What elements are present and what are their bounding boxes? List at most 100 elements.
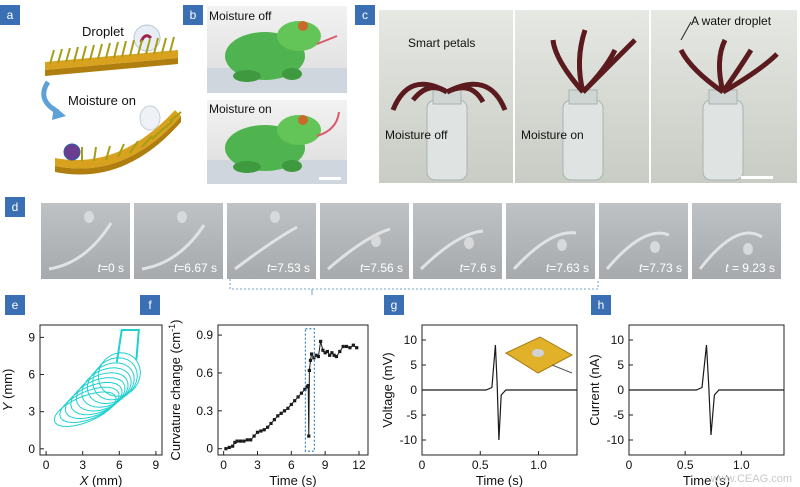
y-tick-label: 6 (28, 368, 35, 382)
water-droplet-label: A water droplet (691, 14, 772, 28)
x-axis-label: Time (s) (269, 473, 316, 487)
petals-bottle-icon (550, 29, 637, 181)
curvature-point (227, 445, 231, 450)
trajectory-loop (86, 362, 135, 405)
curvature-point (286, 406, 290, 410)
strip-droplet-icon (605, 231, 670, 270)
y-tick-label: 9 (28, 330, 35, 344)
curvature-point (325, 349, 329, 354)
panel-e-tag: e (5, 295, 25, 315)
scale-bar (319, 177, 341, 180)
curvature-point (296, 395, 300, 399)
panel-e: e 0 3 6 9 0 3 6 9 X (mm) Y (mm) (0, 295, 170, 487)
y-tick-label: 3 (28, 405, 35, 419)
time-variable: t (97, 261, 101, 275)
x-tick-label: 9 (322, 458, 329, 472)
curvature-point (328, 353, 332, 357)
curvature-point (338, 349, 342, 354)
curvature-point (344, 344, 349, 349)
curvature-point (231, 444, 235, 448)
time-value: =0 s (100, 261, 124, 275)
y-axis-label: Voltage (mV) (380, 352, 395, 427)
curvature-point (332, 353, 336, 357)
smart-petals-label: Smart petals (408, 36, 476, 50)
time-lapse-strip: t=0 s t=6.67 s t=7.53 s t=7.56 s t=7.6 s t=7.… (41, 203, 797, 279)
current-chart: 0 0.5 1.0 -10 -5 0 5 10 Time (s) Current (nA) (587, 324, 785, 487)
frog-photo-moisture-on (207, 100, 347, 184)
time-variable: t (459, 261, 463, 275)
curvature-point (238, 439, 243, 443)
curvature-point (276, 414, 280, 418)
voltage-chart: 0 0.5 1.0 -10 -5 0 5 10 Time (s) Voltage (mV) (380, 324, 578, 487)
curvature-point (233, 440, 237, 444)
curvature-chart: 0 3 6 9 12 0 0.3 0.6 0.9 Time (s) Curvature change… (167, 320, 369, 487)
moisture-actuator-illustration (41, 24, 182, 175)
time-lapse-frame: t=6.67 s (134, 203, 223, 279)
plot-frame (217, 324, 369, 456)
trajectory-loop (92, 357, 138, 401)
time-variable: t (173, 261, 178, 275)
curvature-point (245, 438, 249, 442)
curvature-point (348, 346, 352, 350)
time-lapse-frame: t=7.53 s (227, 203, 316, 279)
trajectory-loop (97, 352, 141, 397)
time-variable: t (545, 261, 550, 275)
curvature-point (259, 429, 263, 433)
moisture-on-label: Moisture on (68, 93, 136, 108)
time-lapse-frame: t=7.56 s (320, 203, 409, 279)
curvature-point (266, 425, 270, 429)
device-inset-icon (504, 336, 574, 374)
petals-photo-droplet (651, 10, 797, 183)
curvature-point (224, 447, 228, 451)
frog-photo-moisture-off (207, 6, 347, 93)
time-lapse-frame: t = 9.23 s (692, 203, 781, 279)
curvature-point (312, 356, 316, 360)
x-tick-label: 6 (288, 458, 295, 472)
plot-frame (39, 324, 163, 456)
scale-bar (741, 176, 773, 179)
curvature-point (279, 411, 283, 415)
moisture-on-label: Moisture on (209, 102, 272, 116)
x-tick-label: 0.5 (677, 458, 694, 472)
trajectory-top (115, 328, 140, 363)
curvature-point (235, 439, 239, 443)
panel-g: g 0 0.5 1.0 -10 -5 0 5 10 Time (s) Voltage (mV) (378, 295, 588, 487)
x-axis-label: Time (s) (683, 473, 730, 487)
frog-model-icon (207, 111, 347, 184)
y-tick-label: 10 (404, 333, 418, 347)
curvature-point (314, 353, 318, 357)
y-tick-label: 0 (617, 383, 624, 397)
y-tick-label: 0.6 (196, 366, 213, 380)
curvature-point (341, 344, 345, 349)
y-tick-label: 5 (410, 358, 417, 372)
highlight-box (304, 328, 316, 452)
x-tick-label: 0 (220, 458, 227, 472)
frame-time-label: t=6.67 s (174, 261, 217, 275)
curvature-point (321, 348, 325, 352)
strip-droplet-icon (48, 211, 113, 271)
panel-a-tag: a (0, 5, 20, 25)
petals-bottle-icon (678, 21, 779, 181)
frame-time-label: t=7.73 s (639, 261, 682, 275)
curvature-point (307, 368, 311, 373)
curvature-point (299, 391, 304, 395)
time-variable: t (266, 261, 271, 275)
x-axis-label: Time (s) (476, 473, 523, 487)
curvature-point (262, 428, 266, 432)
time-value: =6.67 s (177, 261, 217, 275)
frame-time-label: t = 9.23 s (725, 261, 775, 275)
x-tick-label: 0 (626, 458, 633, 472)
panel-g-tag: g (384, 295, 404, 315)
watermark: www.CEAG.com (710, 473, 792, 485)
time-variable: t (725, 261, 729, 275)
x-tick-label: 12 (352, 458, 366, 472)
curvature-point (308, 358, 313, 362)
curvature-point (242, 439, 246, 443)
frame-time-label: t=7.6 s (460, 261, 496, 275)
curved-arrow-icon (41, 80, 60, 115)
curvature-point (319, 339, 323, 344)
y-tick-label: -10 (400, 433, 418, 447)
y-tick-label: 0 (206, 442, 213, 456)
signal-line (629, 344, 784, 436)
droplet-label: Droplet (82, 24, 124, 39)
